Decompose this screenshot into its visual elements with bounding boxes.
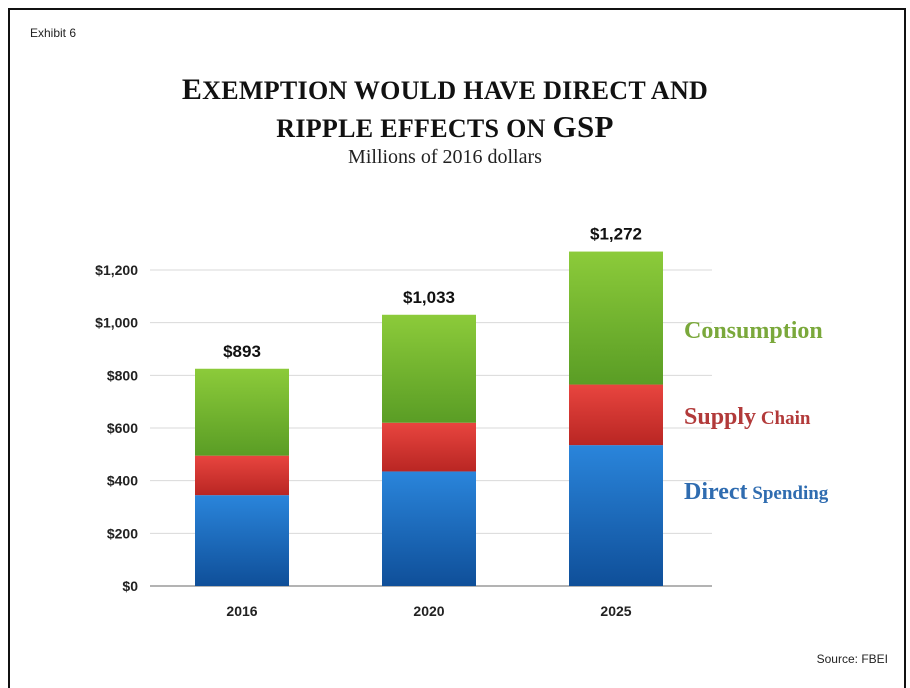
chart-subtitle: Millions of 2016 dollars <box>348 146 542 168</box>
bar-segment-direct-spending-2016 <box>195 495 289 586</box>
total-label: $1,033 <box>403 288 455 307</box>
y-tick-label: $1,200 <box>95 262 138 278</box>
legend-consumption: Consumption <box>684 318 823 345</box>
exhibit-label: Exhibit 6 <box>30 26 77 40</box>
x-tick-label: 2025 <box>600 603 631 619</box>
bar-segment-supply-chain-2025 <box>569 384 663 446</box>
legend-direct-rest: Spending <box>747 483 829 504</box>
y-tick-label: $0 <box>122 578 138 594</box>
title-line1-rest: XEMPTION WOULD HAVE DIRECT AND <box>202 76 709 105</box>
bar-segment-consumption-2020 <box>382 314 476 423</box>
y-tick-label: $400 <box>107 473 138 489</box>
legend-supply-word: Supply <box>684 404 757 430</box>
y-tick-label: $1,000 <box>95 315 138 331</box>
bar-segment-consumption-2025 <box>569 251 663 385</box>
bar-segment-direct-spending-2020 <box>382 471 476 586</box>
chart-title: EXEMPTION WOULD HAVE DIRECT AND RIPPLE E… <box>0 72 890 147</box>
title-line2-rest: RIPPLE EFFECTS ON <box>276 114 553 143</box>
total-label: $893 <box>223 342 261 361</box>
bar-segment-supply-chain-2016 <box>195 455 289 496</box>
title-line1-cap: E <box>181 73 203 106</box>
legend-supply-chain: Supply Chain <box>684 404 810 431</box>
legend-direct-word: Direct <box>684 479 748 505</box>
source-note: Source: FBEI <box>816 652 888 666</box>
legend-supply-rest: Chain <box>756 408 811 429</box>
total-label: $1,272 <box>590 225 642 244</box>
x-tick-label: 2016 <box>226 603 257 619</box>
legend-consumption-label: Consumption <box>684 318 823 344</box>
bar-segment-consumption-2016 <box>195 368 289 456</box>
x-tick-label: 2020 <box>413 603 444 619</box>
bar-segment-supply-chain-2020 <box>382 422 476 472</box>
legend-direct-spending: Direct Spending <box>684 479 828 506</box>
y-tick-label: $800 <box>107 367 138 383</box>
bar-segment-direct-spending-2025 <box>569 445 663 586</box>
y-tick-label: $200 <box>107 525 138 541</box>
y-tick-label: $600 <box>107 420 138 436</box>
title-line2-big: GSP <box>552 109 614 144</box>
